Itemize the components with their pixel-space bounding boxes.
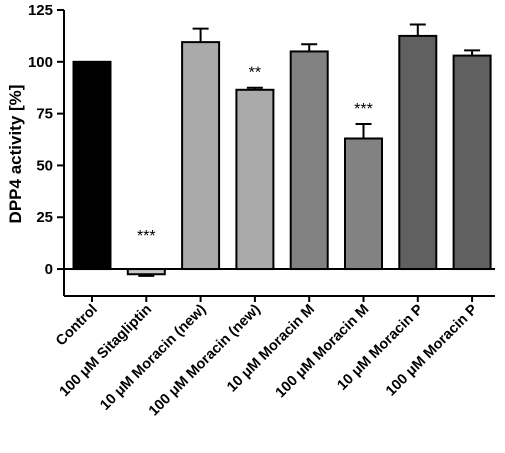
- x-tick-label-1: 100 μM Sitagliptin: [57, 302, 155, 400]
- y-axis-label: DPP4 activity [%]: [6, 85, 25, 224]
- x-tick-label-7: 100 μM Moracin P: [383, 301, 481, 399]
- y-tick-label-0: 0: [45, 261, 53, 278]
- significance-label-5: ***: [354, 101, 373, 118]
- x-tick-label-2: 10 μM Moracin (new): [97, 301, 209, 413]
- x-tick-label-5: 100 μM Moracin M: [273, 302, 373, 402]
- bar-0: [72, 60, 112, 271]
- significance-label-3: **: [249, 65, 261, 82]
- y-tick-label-2: 50: [36, 157, 53, 174]
- bar-4: [289, 50, 329, 271]
- bar-7: [452, 54, 492, 271]
- y-tick-label-3: 75: [36, 106, 53, 123]
- significance-label-1: ***: [137, 228, 156, 245]
- bar-2: [181, 41, 221, 271]
- bar-3: [235, 88, 275, 271]
- x-tick-label-3: 100 μM Moracin (new): [146, 301, 264, 419]
- axes-group: [57, 9, 495, 302]
- y-tick-label-1: 25: [36, 209, 53, 226]
- x-tick-label-0: Control: [53, 302, 101, 350]
- y-tick-label-5: 125: [28, 2, 53, 19]
- y-tick-label-4: 100: [28, 54, 53, 71]
- bar-6: [398, 34, 438, 271]
- error-bars-group: [138, 23, 481, 277]
- bar-5: [344, 137, 383, 271]
